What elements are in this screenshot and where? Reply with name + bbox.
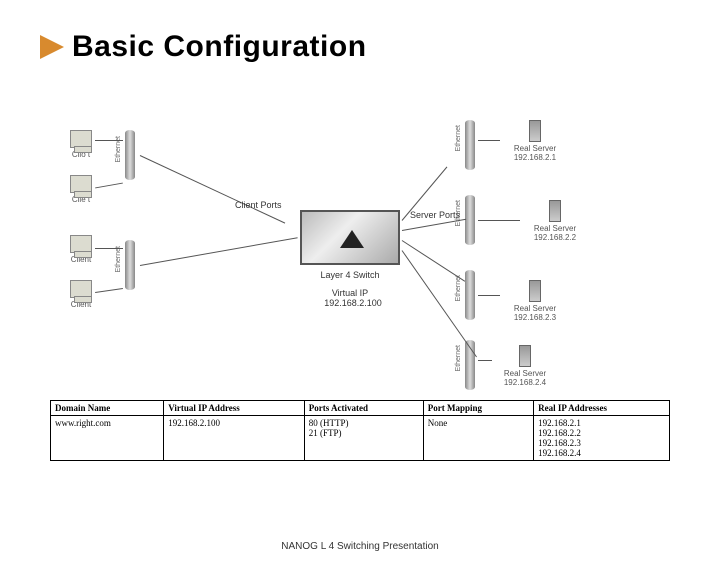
link-line [478,140,500,141]
pc-icon [70,175,92,193]
cylinder-icon [465,270,475,320]
ethernet-left-top: Ethernet [125,130,135,183]
th-ips: Real IP Addresses [534,401,670,416]
ethernet-label: Ethernet [455,125,463,151]
server-icon [519,345,531,367]
server-name: Real Server [534,224,576,233]
table: Domain Name Virtual IP Address Ports Act… [50,400,670,461]
client-pc: Clie t [70,175,92,205]
server-ip: 192.168.2.2 [534,233,576,242]
title-row: Basic Configuration [40,30,720,64]
network-diagram: Ethernet Ethernet Clio t Clie t Client C… [70,120,650,380]
cylinder-icon [465,120,475,170]
link-line [95,248,123,249]
pc-icon [70,130,92,148]
ethernet-right-3: Ethernet [465,270,475,323]
switch-label: Layer 4 Switch [315,270,385,280]
pc-icon [70,280,92,298]
client-pc: Client [70,235,92,265]
ports-text: 80 (HTTP) 21 (FTP) [309,418,349,438]
pc-icon [70,235,92,253]
vip-label: Virtual IP [320,288,380,298]
server-icon [529,120,541,142]
server-icon [549,200,561,222]
th-domain: Domain Name [51,401,164,416]
switch-triangle-icon [340,230,364,248]
client-pc: Clio t [70,130,92,160]
server-node: Real Server 192.168.2.3 [500,280,570,322]
server-ip: 192.168.2.1 [514,153,556,162]
ethernet-label: Ethernet [115,246,123,272]
th-ports: Ports Activated [304,401,423,416]
ethernet-right-1: Ethernet [465,120,475,173]
ethernet-label: Ethernet [455,345,463,371]
client-pc: Client [70,280,92,310]
ethernet-left-bottom: Ethernet [125,240,135,293]
table-row: www.right.com 192.168.2.100 80 (HTTP) 21… [51,416,670,461]
link-line [140,237,298,266]
td-mapping: None [423,416,533,461]
server-node: Real Server 192.168.2.4 [490,345,560,387]
server-name: Real Server [514,144,556,153]
ethernet-right-2: Ethernet [465,195,475,248]
vip-ip: 192.168.2.100 [313,298,393,308]
table-header-row: Domain Name Virtual IP Address Ports Act… [51,401,670,416]
server-name: Real Server [514,304,556,313]
th-mapping: Port Mapping [423,401,533,416]
server-node: Real Server 192.168.2.1 [500,120,570,162]
link-line [478,220,520,221]
td-vip: 192.168.2.100 [164,416,304,461]
client-ports-label: Client Ports [235,200,282,210]
bullet-icon [40,35,64,59]
link-line [95,288,123,293]
cylinder-icon [465,195,475,245]
config-table: Domain Name Virtual IP Address Ports Act… [50,400,670,461]
ips-text: 192.168.2.1 192.168.2.2 192.168.2.3 192.… [538,418,581,458]
td-ips: 192.168.2.1 192.168.2.2 192.168.2.3 192.… [534,416,670,461]
footer-text: NANOG L 4 Switching Presentation [0,541,720,552]
link-line [140,155,285,224]
server-icon [529,280,541,302]
link-line [478,295,500,296]
cylinder-icon [125,240,135,290]
server-node: Real Server 192.168.2.2 [520,200,590,242]
layer4-switch [300,210,400,265]
server-ports-label: Server Ports [410,210,460,220]
server-name: Real Server [504,369,546,378]
link-line [95,140,123,141]
link-line [478,360,492,361]
ethernet-label: Ethernet [455,200,463,226]
server-ip: 192.168.2.3 [514,313,556,322]
cylinder-icon [125,130,135,180]
link-line [95,183,123,189]
td-ports: 80 (HTTP) 21 (FTP) [304,416,423,461]
td-domain: www.right.com [51,416,164,461]
th-vip: Virtual IP Address [164,401,304,416]
page-title: Basic Configuration [72,30,367,64]
link-line [402,240,465,282]
server-ip: 192.168.2.4 [504,378,546,387]
